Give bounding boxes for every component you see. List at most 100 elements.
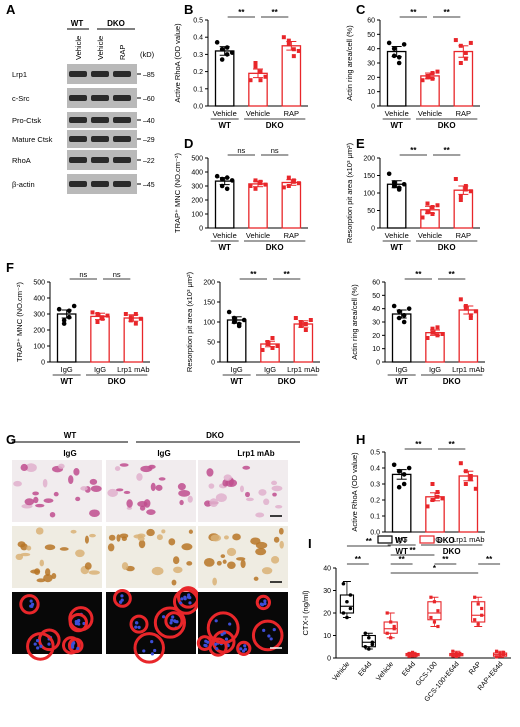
data-point <box>298 320 303 324</box>
significance-label: ** <box>250 270 257 279</box>
data-point <box>241 317 247 323</box>
y-tick-label: 300 <box>33 312 45 319</box>
data-point <box>468 474 473 478</box>
data-point <box>291 47 296 52</box>
group-label: WT <box>390 121 403 130</box>
data-point <box>401 42 407 47</box>
data-point <box>401 181 407 187</box>
data-point <box>248 78 253 83</box>
y-tick-label: 40 <box>323 566 331 573</box>
y-axis-label: Active RhoA (OD value) <box>173 23 182 103</box>
data-point <box>476 602 480 606</box>
data-point <box>430 212 435 216</box>
blot-protein-label: β-actin <box>12 180 35 189</box>
data-point <box>253 64 258 69</box>
significance-label: * <box>433 564 437 573</box>
data-point <box>219 183 225 189</box>
data-point <box>468 40 473 45</box>
group-label: DKO <box>278 377 296 386</box>
x-tick-label: Vehicle <box>213 231 237 240</box>
blot-kd-value: –60 <box>143 96 155 103</box>
bar <box>391 473 412 533</box>
micrograph-tile <box>106 460 196 522</box>
x-tick-label: IgG <box>396 365 408 374</box>
y-tick-label: 100 <box>33 344 45 351</box>
significance-label: ** <box>238 8 245 17</box>
data-point <box>61 318 67 323</box>
data-point <box>286 42 291 47</box>
blot-kd-value: –40 <box>143 118 155 125</box>
data-point <box>454 651 458 656</box>
significance-bracket: ** <box>390 555 413 565</box>
x-tick-label: E64d <box>401 661 417 678</box>
bar <box>386 50 407 107</box>
x-tick-label: IgG <box>231 365 243 374</box>
data-point <box>90 310 95 315</box>
data-point <box>253 178 258 183</box>
x-tick-label: Vehicle <box>332 661 352 683</box>
x-tick-label: IgG <box>396 535 408 544</box>
data-point <box>425 210 430 215</box>
blot-protein-label: Mature Ctsk <box>12 135 53 144</box>
data-point <box>436 624 440 629</box>
group-label: DKO <box>108 377 126 386</box>
data-point <box>363 631 368 636</box>
panel-letter-i: I <box>308 536 312 551</box>
panel-letter-b: B <box>184 2 193 17</box>
data-point <box>389 636 393 640</box>
data-point <box>348 593 353 597</box>
data-point <box>363 644 368 649</box>
y-tick-label: 20 <box>367 75 375 82</box>
data-point <box>410 654 415 658</box>
data-point <box>430 76 435 81</box>
data-point <box>258 78 263 83</box>
significance-bracket: ** <box>346 555 369 565</box>
significance-label: ns <box>113 270 121 279</box>
data-point <box>453 177 458 181</box>
data-point <box>100 316 105 321</box>
data-point <box>291 54 296 59</box>
significance-bracket: ** <box>433 146 461 156</box>
data-point <box>224 45 230 50</box>
data-point <box>231 319 237 325</box>
significance-bracket: ** <box>438 440 466 450</box>
blot-lane-1: Vehicle <box>74 36 83 60</box>
data-point <box>367 635 371 640</box>
data-point <box>391 303 397 309</box>
data-point <box>430 498 435 502</box>
data-point <box>391 462 397 468</box>
data-point <box>275 344 280 348</box>
data-point <box>463 50 468 55</box>
blot-row: Pro-Ctsk –40 <box>12 112 155 128</box>
data-point <box>425 73 430 78</box>
data-point <box>229 178 235 183</box>
data-point <box>396 468 402 474</box>
y-tick-label: 0.5 <box>370 450 380 457</box>
data-point <box>231 315 237 321</box>
x-tick-label: RAP <box>284 231 299 240</box>
data-point <box>473 595 477 599</box>
data-point <box>386 40 392 46</box>
data-point <box>440 496 445 501</box>
data-point <box>396 484 402 490</box>
data-point <box>226 309 232 315</box>
x-tick-label: Lrp1 mAb <box>452 365 485 374</box>
y-tick-label: 300 <box>191 184 203 191</box>
significance-bracket: ** <box>239 270 267 280</box>
significance-bracket: ** <box>273 270 301 280</box>
data-point <box>473 486 478 491</box>
significance-label: ** <box>449 440 456 449</box>
data-point <box>494 649 499 653</box>
blot-kd-value: –85 <box>143 72 155 79</box>
data-point <box>71 303 77 309</box>
data-point <box>420 78 425 83</box>
data-point <box>480 606 484 611</box>
data-point <box>224 52 230 57</box>
significance-label: ** <box>272 8 279 17</box>
chart-f-trap: 0 100 200 300 400 500 TRAP⁺ MNC (NO.cm⁻²) IgG Ig… <box>15 270 150 386</box>
data-point <box>367 647 371 651</box>
y-axis-label: CTX-I (ng/ml) <box>301 590 310 636</box>
data-point <box>435 494 440 499</box>
data-point <box>453 38 458 43</box>
data-point <box>291 179 296 184</box>
